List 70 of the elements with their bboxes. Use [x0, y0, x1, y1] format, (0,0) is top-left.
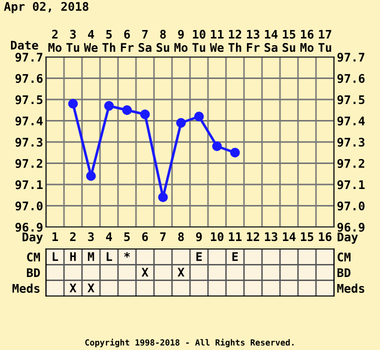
text: M — [88, 252, 94, 261]
point — [230, 148, 240, 158]
x-axis-title: Day — [22, 232, 43, 244]
x-tick-label: 7 Sa — [138, 30, 152, 52]
x-tick-label: 14 — [282, 232, 296, 241]
x-tick-label: 5 Th — [102, 30, 116, 52]
x-tick-label: 11 We — [210, 30, 224, 52]
x-tick-label: 14 Sa — [264, 30, 278, 52]
y-tick-label: 97.2 — [15, 158, 42, 168]
x-tick-label: 10 — [210, 232, 224, 242]
x-axis-title: Date — [10, 40, 38, 50]
y-tick-label: 97.0 — [15, 201, 43, 210]
y-tick-label: 97.7 — [15, 52, 42, 62]
x-tick-label: 2 Mo — [48, 30, 62, 52]
x-tick-label: 4 We — [84, 30, 98, 52]
y-tick-label: 97.1 — [15, 180, 43, 190]
point — [176, 118, 186, 128]
text: X — [70, 284, 76, 292]
x-tick-label: 3 Tu — [66, 30, 80, 52]
text: Copyright 1998-2018 - All Rights Reserved. — [85, 338, 294, 348]
x-tick-label: 4 — [106, 232, 112, 241]
y-tick-label: 97.6 — [15, 74, 43, 83]
y-tick-label: 96.9 — [15, 222, 42, 232]
x-tick-label: 1 — [52, 232, 58, 241]
x-tick-label: 8 Su — [156, 30, 170, 52]
x-tick-label: 15 Su — [282, 30, 296, 52]
x-tick-label: 13 — [264, 232, 278, 242]
y-tick-label: 97.5 — [15, 95, 42, 104]
x-tick-label: 6 Fr — [120, 30, 134, 52]
x-tick-label: 5 — [124, 232, 130, 242]
y-tick-label: Meds — [337, 284, 364, 293]
text: X — [88, 284, 94, 292]
x-tick-label: 8 — [178, 232, 184, 242]
chart-title: Apr 02, 2018 — [4, 2, 88, 14]
text: L — [106, 252, 112, 261]
point — [104, 101, 114, 111]
text: E — [196, 252, 202, 261]
text: X — [178, 268, 184, 277]
point — [194, 112, 204, 122]
point — [122, 105, 132, 115]
x-tick-label: 3 — [88, 232, 94, 242]
x-tick-label: 12 Th — [228, 30, 242, 52]
y-tick-label: CM — [338, 252, 350, 262]
point — [140, 110, 150, 120]
x-tick-label: 15 — [300, 232, 314, 242]
x-tick-label: 2 — [70, 232, 76, 241]
point — [86, 171, 96, 181]
point — [158, 192, 168, 202]
text: Day — [338, 232, 358, 244]
x-tick-label: 10 Tu — [192, 30, 206, 52]
x-tick-label: 12 — [246, 232, 260, 241]
x-tick-label: 9 — [196, 232, 202, 242]
x-tick-label: 13 Fr — [246, 30, 260, 52]
point — [68, 98, 78, 109]
text: * — [124, 252, 130, 258]
y-tick-label: 97.4 — [15, 116, 43, 126]
x-tick-label: 11 — [228, 232, 242, 241]
x-tick-label: 16 — [318, 232, 332, 242]
x-tick-label: 17 Tu — [318, 30, 332, 52]
text: E — [232, 252, 238, 261]
text: H — [70, 252, 76, 261]
y-tick-label: 97.3 — [15, 138, 42, 147]
text: L — [52, 252, 58, 261]
x-tick-label: 9 Mo — [174, 30, 188, 52]
text: X — [142, 268, 148, 277]
y-tick-label: BD — [338, 268, 350, 277]
x-tick-label: 6 — [142, 232, 148, 242]
x-tick-label: 7 — [160, 232, 166, 241]
point — [212, 141, 222, 152]
x-tick-label: 16 Mo — [300, 30, 314, 52]
